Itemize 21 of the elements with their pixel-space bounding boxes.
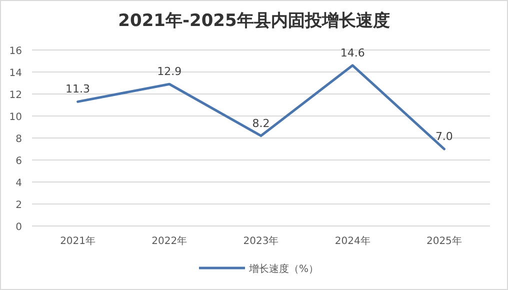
legend-label: 增长速度（%） [248, 263, 319, 275]
data-label: 7.0 [435, 130, 453, 143]
y-tick-label: 12 [9, 90, 22, 101]
y-tick-label: 4 [16, 178, 22, 189]
y-tick-label: 2 [16, 200, 22, 211]
data-label: 8.2 [252, 116, 270, 130]
y-tick-label: 16 [9, 46, 22, 57]
x-tick-label: 2025年 [426, 235, 462, 247]
x-tick-label: 2023年 [243, 235, 279, 247]
data-label: 12.9 [157, 65, 182, 78]
x-tick-label: 2022年 [152, 235, 188, 247]
y-tick-label: 10 [9, 112, 22, 123]
data-label: 11.3 [66, 82, 90, 96]
y-tick-label: 14 [9, 68, 22, 79]
chart-title: 2021年-2025年县内固投增长速度 [118, 11, 390, 31]
y-tick-label: 8 [16, 134, 22, 145]
y-tick-label: 0 [16, 222, 22, 233]
data-label: 14.6 [340, 46, 365, 60]
x-tick-label: 2021年 [60, 235, 96, 247]
y-tick-label: 6 [16, 156, 22, 167]
x-tick-label: 2024年 [334, 235, 370, 247]
